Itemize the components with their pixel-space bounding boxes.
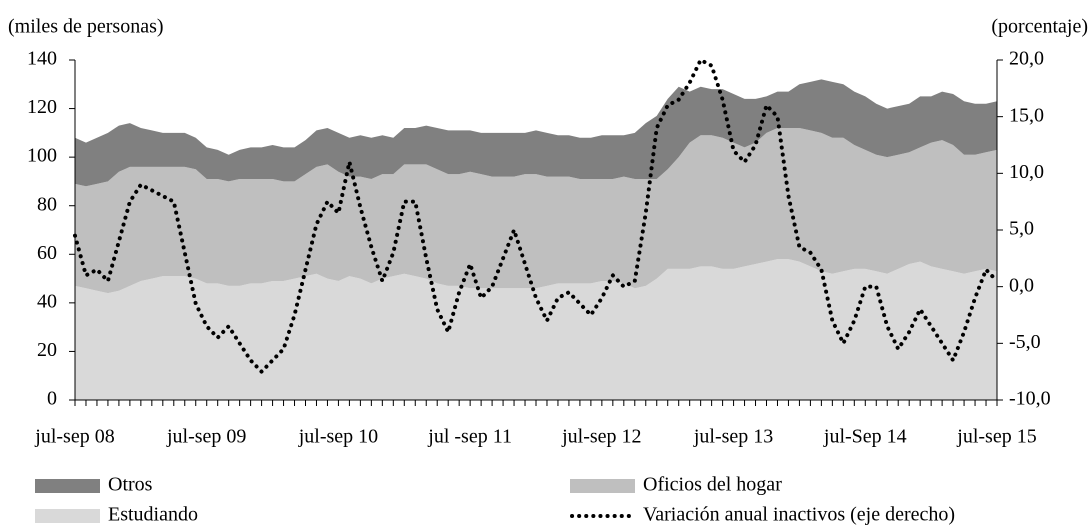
legend-swatch [35, 479, 100, 493]
y2-axis-label: (porcentaje) [991, 16, 1088, 38]
y-tick-label: 0 [47, 388, 57, 410]
legend-swatch [570, 479, 635, 493]
x-tick-label: jul-sep 09 [166, 426, 246, 448]
legend-label: Otros [108, 474, 153, 496]
line-series [73, 57, 999, 375]
x-tick-label: jul-sep 08 [34, 426, 114, 448]
y-tick-label: 140 [27, 48, 57, 70]
y-tick-label: 120 [27, 96, 57, 118]
area [75, 128, 997, 294]
x-tick-label: jul-sep 10 [298, 426, 378, 448]
legend-label: Oficios del hogar [643, 474, 782, 496]
y-tick-label: 40 [37, 290, 57, 312]
y2-tick-label: -10,0 [1009, 388, 1051, 410]
y-tick-label: 20 [37, 339, 57, 361]
y-tick-label: 60 [37, 242, 57, 264]
y-tick-label: 80 [37, 193, 57, 215]
x-tick-label: jul-sep 15 [956, 426, 1036, 448]
y2-tick-label: 15,0 [1009, 104, 1044, 126]
legend-label: Variación anual inactivos (eje derecho) [643, 504, 955, 526]
legend-label: Estudiando [108, 504, 198, 526]
y2-tick-label: -5,0 [1009, 331, 1041, 353]
y2-tick-label: 0,0 [1009, 274, 1034, 296]
legend-swatch [35, 509, 100, 523]
area [75, 259, 997, 400]
y2-tick-label: 5,0 [1009, 218, 1034, 240]
x-tick-label: jul-sep 13 [693, 426, 773, 448]
y2-tick-label: 10,0 [1009, 161, 1044, 183]
y2-tick-label: 20,0 [1009, 48, 1044, 70]
y-axis-label: (miles de personas) [8, 16, 164, 38]
y-tick-label: 100 [27, 145, 57, 167]
x-tick-label: jul -sep 11 [427, 426, 512, 448]
x-tick-label: jul-Sep 14 [823, 426, 907, 448]
x-tick-label: jul-sep 12 [561, 426, 641, 448]
